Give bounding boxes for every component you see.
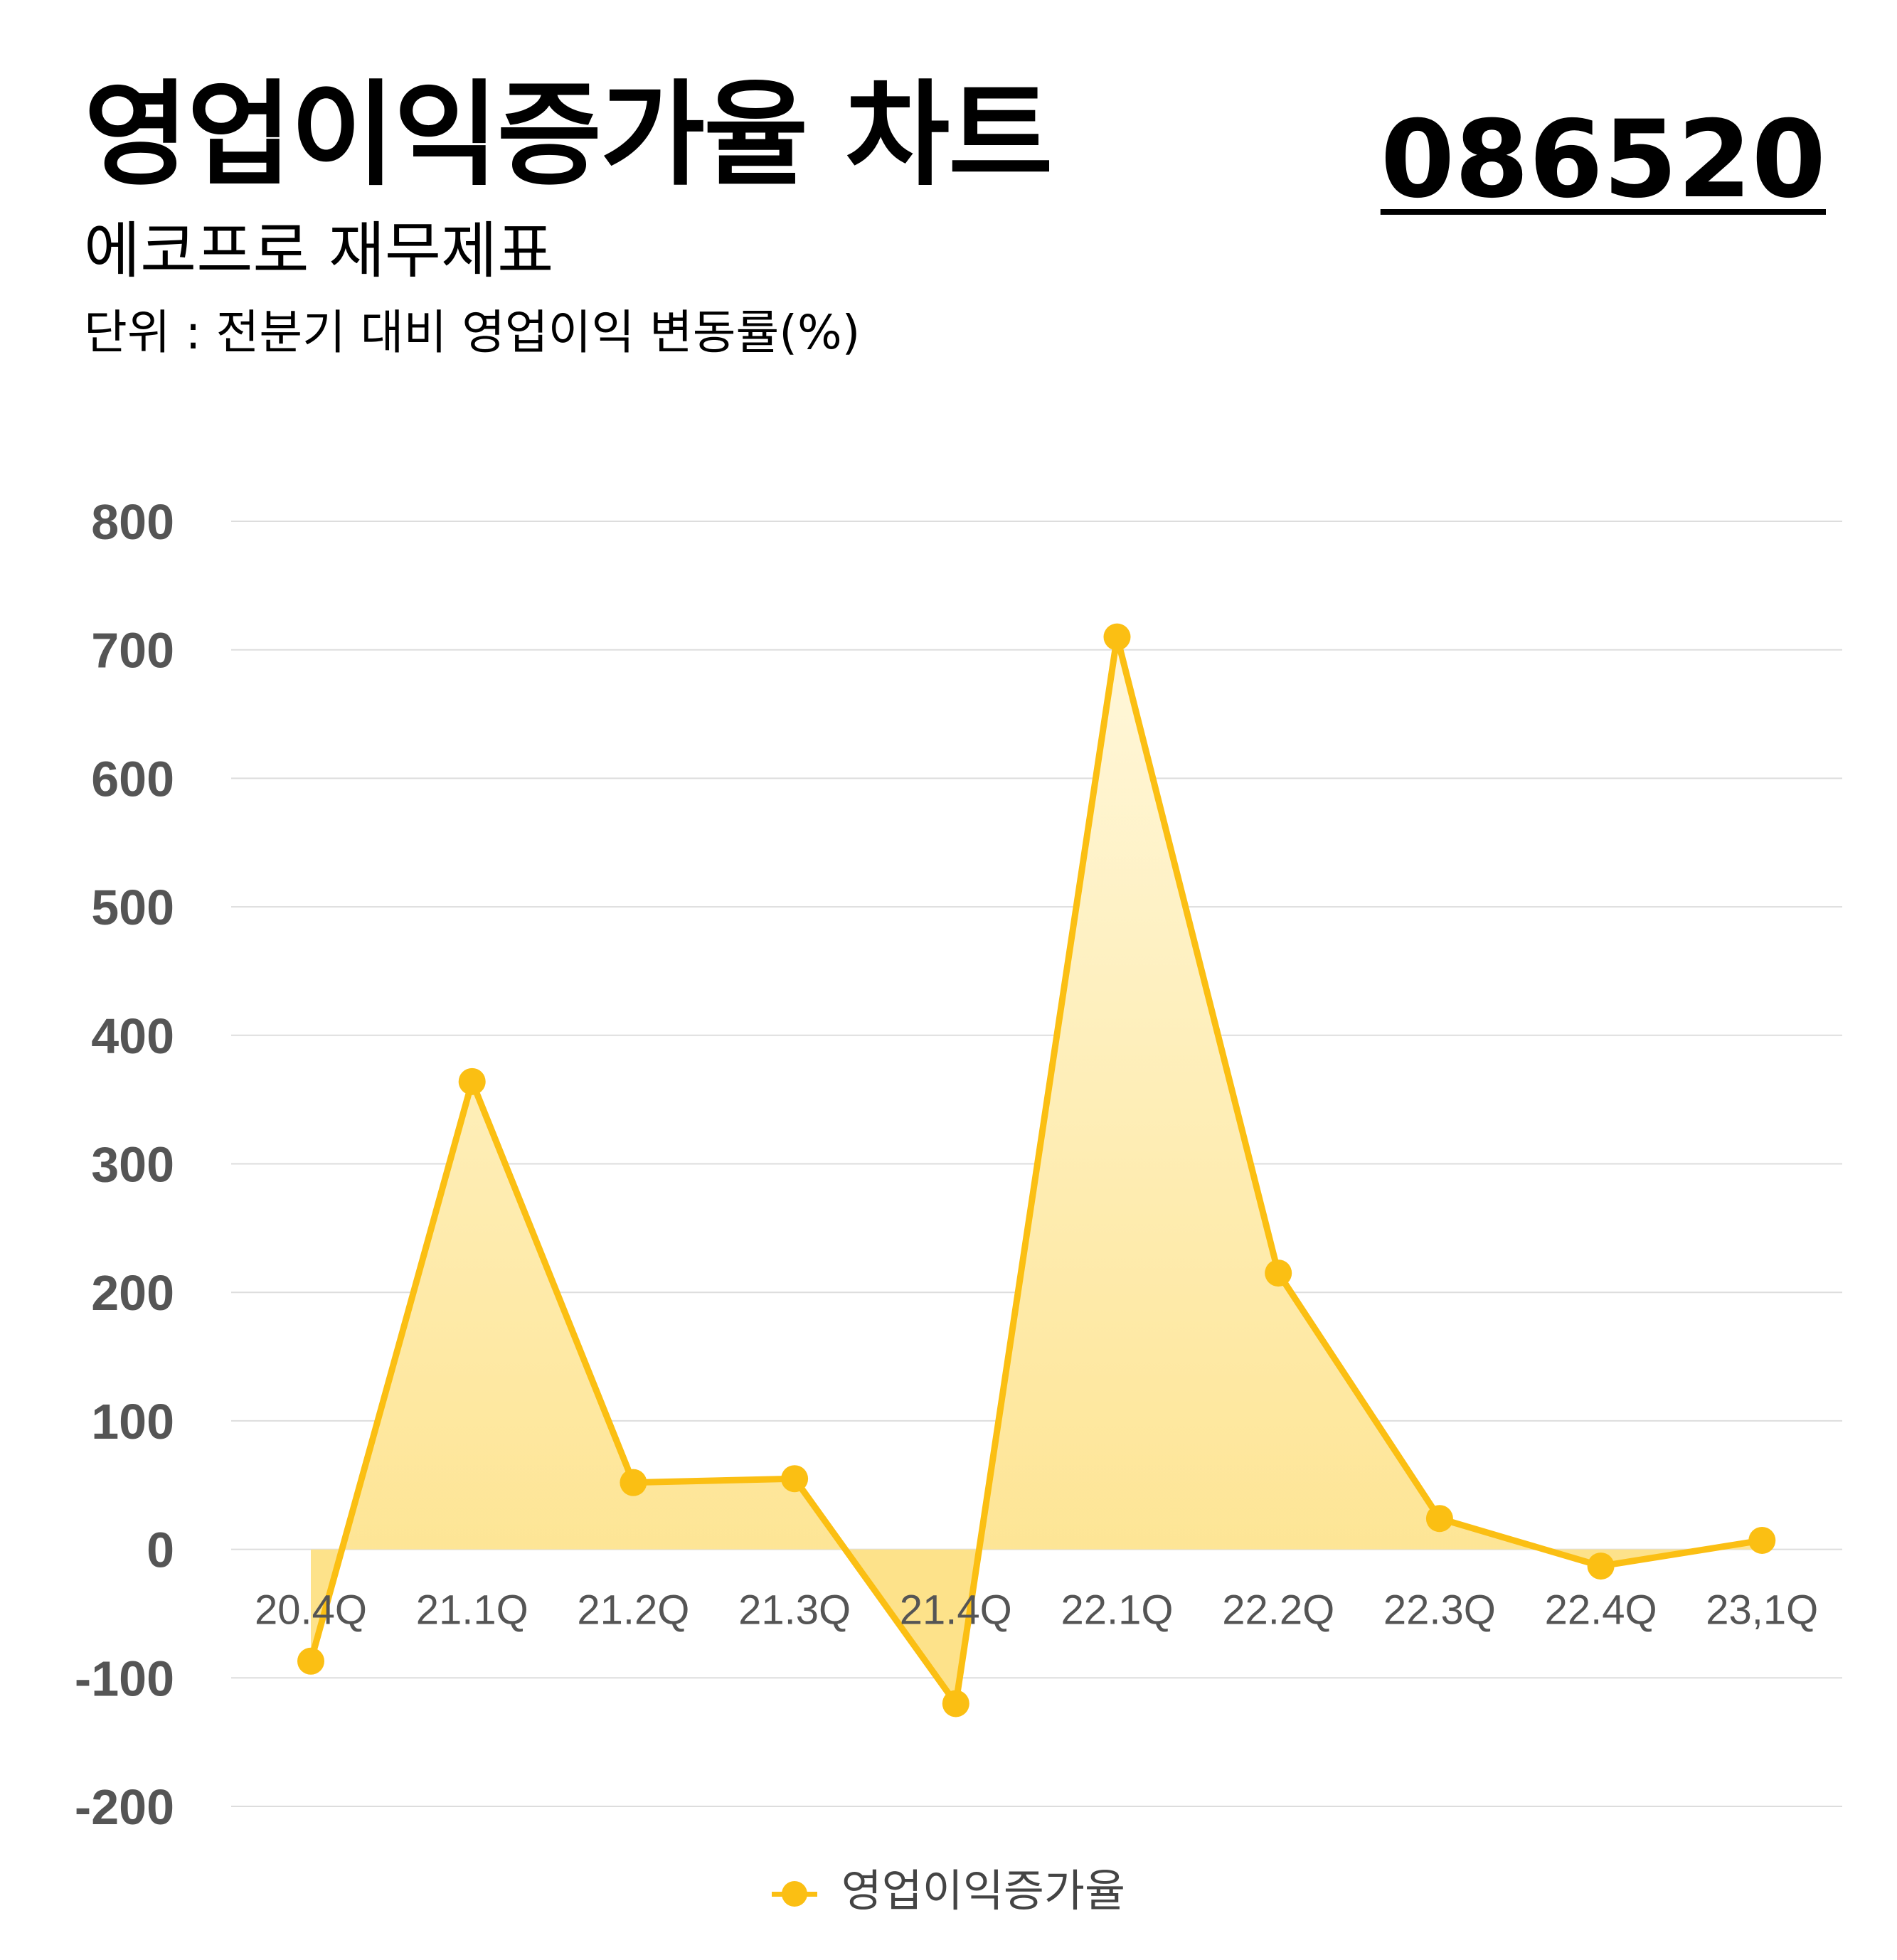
y-tick-label: 100 bbox=[91, 1394, 174, 1449]
data-points bbox=[297, 623, 1776, 1717]
data-point bbox=[1425, 1505, 1453, 1533]
chart-title: 영업이익증가율 차트 bbox=[84, 68, 1053, 201]
area-fill bbox=[311, 637, 1763, 1704]
series-line bbox=[307, 634, 1765, 1707]
chart-subtitle: 에코프로 재무제표 bbox=[84, 215, 554, 287]
data-point bbox=[620, 1469, 647, 1496]
legend-marker-icon bbox=[772, 1880, 817, 1908]
x-tick-label: 20.4Q bbox=[255, 1587, 367, 1634]
x-tick-label: 21.3Q bbox=[738, 1587, 851, 1634]
y-tick-label: -200 bbox=[75, 1779, 174, 1835]
data-point bbox=[1265, 1259, 1292, 1287]
x-tick-label: 23,1Q bbox=[1706, 1587, 1818, 1634]
x-tick-label: 22.2Q bbox=[1222, 1587, 1334, 1634]
data-point bbox=[458, 1067, 486, 1095]
data-point bbox=[942, 1690, 969, 1717]
x-tick-label: 21.1Q bbox=[416, 1587, 528, 1634]
y-tick-label: 500 bbox=[91, 880, 174, 935]
series-line-path bbox=[307, 634, 1765, 1707]
unit-label: 단위 : 전분기 대비 영업이익 변동률(%) bbox=[84, 305, 861, 360]
x-tick-label: 22.1Q bbox=[1061, 1587, 1174, 1634]
area-positive bbox=[311, 637, 1763, 1550]
x-axis-ticks: 20.4Q 21.1Q 21.2Q 21.3Q 21.4Q 22.1Q 22.2Q 22.3Q… bbox=[255, 1587, 1818, 1634]
data-point bbox=[1748, 1526, 1776, 1554]
stock-code: 086520 bbox=[1380, 98, 1826, 222]
x-tick-label: 21.2Q bbox=[577, 1587, 689, 1634]
data-point bbox=[781, 1465, 809, 1493]
x-tick-label: 21.4Q bbox=[900, 1587, 1012, 1634]
data-point bbox=[297, 1647, 324, 1675]
legend: 영업이익증가율 bbox=[0, 1855, 1897, 1919]
y-tick-label: 400 bbox=[91, 1008, 174, 1064]
y-tick-label: 200 bbox=[91, 1265, 174, 1321]
x-tick-label: 22.4Q bbox=[1545, 1587, 1657, 1634]
y-tick-label: -100 bbox=[75, 1651, 174, 1706]
data-point bbox=[1103, 623, 1131, 651]
y-tick-label: 800 bbox=[91, 494, 174, 550]
y-tick-label: 600 bbox=[91, 751, 174, 806]
y-tick-label: 0 bbox=[147, 1523, 174, 1578]
data-point bbox=[1587, 1552, 1615, 1580]
legend-label: 영업이익증가율 bbox=[841, 1865, 1125, 1917]
y-tick-label: 300 bbox=[91, 1137, 174, 1193]
y-tick-label: 700 bbox=[91, 623, 174, 678]
y-axis-ticks: 800 700 600 500 400 300 200 100 0 -100 -200 bbox=[75, 494, 174, 1835]
x-tick-label: 22.3Q bbox=[1383, 1587, 1496, 1634]
